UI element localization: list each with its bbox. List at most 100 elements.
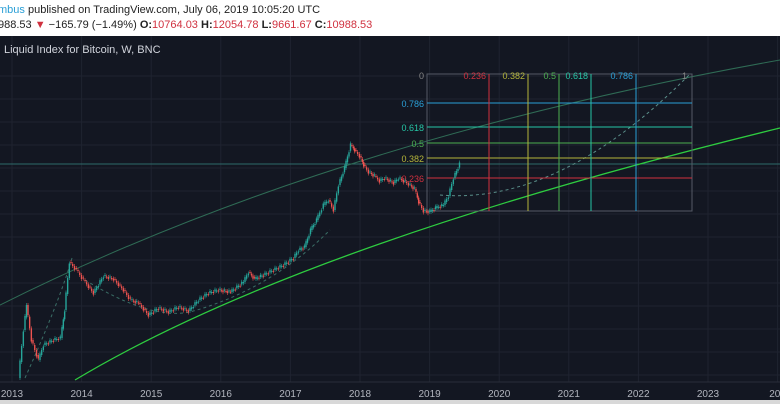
candle-body — [75, 268, 77, 269]
candle-body — [436, 205, 438, 208]
candle-body — [433, 210, 435, 211]
candle-body — [289, 258, 291, 262]
candle-body — [179, 306, 181, 308]
fib-time-label: 0.5 — [543, 71, 556, 81]
candle-body — [392, 182, 395, 185]
close-label: C: — [314, 19, 327, 31]
candle-body — [425, 211, 428, 213]
candle-body — [380, 178, 382, 181]
candle-body — [114, 279, 116, 280]
publish-text: published on TradingView.com, July 06, 2… — [27, 4, 321, 16]
candle-body — [244, 277, 246, 282]
candle-body — [104, 275, 106, 276]
candle-body — [410, 185, 413, 187]
candle-body — [237, 285, 240, 287]
low-label: L: — [261, 19, 272, 31]
candle-body — [375, 176, 377, 177]
candle-body — [202, 297, 205, 299]
candle-body — [154, 308, 156, 312]
candle-body — [225, 291, 227, 292]
candle-body — [437, 206, 440, 208]
candle-body — [24, 316, 26, 330]
candle-body — [56, 339, 58, 340]
candle-body — [139, 303, 141, 304]
candle-body — [413, 187, 416, 189]
candle-body — [204, 293, 206, 297]
candle-body — [300, 248, 303, 250]
candle-body — [294, 253, 296, 258]
candle-body — [450, 184, 453, 190]
candle-body — [182, 308, 185, 311]
candle-body — [455, 171, 458, 175]
candle-body — [214, 289, 216, 292]
candle-body — [259, 274, 262, 277]
candle-body — [45, 343, 48, 345]
author-link[interactable]: mbus — [0, 4, 25, 16]
fib-price-label: 0.5 — [411, 139, 424, 149]
candle-body — [100, 278, 103, 282]
candle-body — [136, 300, 138, 302]
candle-body — [97, 286, 100, 288]
candle-body — [335, 193, 338, 202]
candle-body — [32, 340, 34, 344]
candle-body — [378, 179, 381, 183]
candle-body — [174, 307, 176, 310]
candle-body — [226, 291, 229, 293]
publish-header: mbus published on TradingView.com, July … — [0, 0, 780, 36]
candle-body — [249, 272, 251, 273]
candle-body — [37, 355, 39, 359]
candle-body — [39, 353, 41, 360]
candle-body — [386, 178, 389, 180]
candle-body — [142, 307, 145, 311]
fib-time-label: 0.618 — [565, 71, 588, 81]
candle-body — [383, 179, 386, 180]
candle-body — [365, 167, 368, 170]
candle-body — [388, 179, 390, 182]
candle-body — [140, 305, 143, 307]
candle-body — [28, 316, 31, 329]
x-tick-label: 2018 — [349, 389, 372, 400]
candle-body — [59, 336, 61, 339]
candle-body — [62, 319, 65, 329]
candle-body — [205, 294, 208, 296]
candle-body — [127, 295, 130, 299]
candle-body — [228, 290, 230, 292]
candle-body — [449, 188, 451, 196]
x-tick-label: 2023 — [697, 389, 720, 400]
candle-body — [385, 177, 387, 179]
candle-body — [397, 179, 400, 181]
candle-body — [274, 267, 276, 270]
candle-body — [42, 346, 45, 350]
candle-body — [302, 248, 304, 250]
candle-body — [412, 186, 414, 190]
candle-body — [236, 285, 238, 289]
candle-body — [145, 311, 148, 313]
candle-body — [167, 311, 170, 314]
candle-body — [373, 174, 376, 176]
x-tick-label: 2014 — [70, 389, 93, 400]
candle-body — [285, 262, 288, 264]
candle-body — [395, 179, 398, 182]
candle-body — [261, 275, 263, 277]
fib-price-label: 0.618 — [401, 123, 424, 133]
candle-body — [50, 340, 53, 342]
cycle-dashed-curve — [24, 229, 331, 379]
fib-time-label: 1 — [682, 71, 687, 81]
x-tick-label: 2017 — [279, 389, 302, 400]
candle-body — [20, 346, 23, 362]
high-value: 12054.78 — [212, 19, 259, 31]
candle-body — [170, 310, 173, 312]
price-chart[interactable]: 2013 2014 2015 2016 2017 2018 2019 2020 2021 2022… — [0, 36, 780, 400]
candle-body — [337, 186, 340, 194]
candle-body — [72, 264, 74, 266]
candle-body — [49, 340, 51, 343]
high-label: H: — [201, 19, 213, 31]
candle-body — [94, 288, 96, 293]
candle-body — [405, 182, 408, 183]
chart-pane[interactable]: 2013 2014 2015 2016 2017 2018 2019 2020 2021 2022… — [0, 36, 780, 400]
candle-body — [189, 307, 191, 311]
candle-body — [232, 289, 235, 291]
candle-body — [95, 287, 98, 291]
candle-body — [164, 309, 166, 311]
candle-body — [200, 297, 203, 299]
